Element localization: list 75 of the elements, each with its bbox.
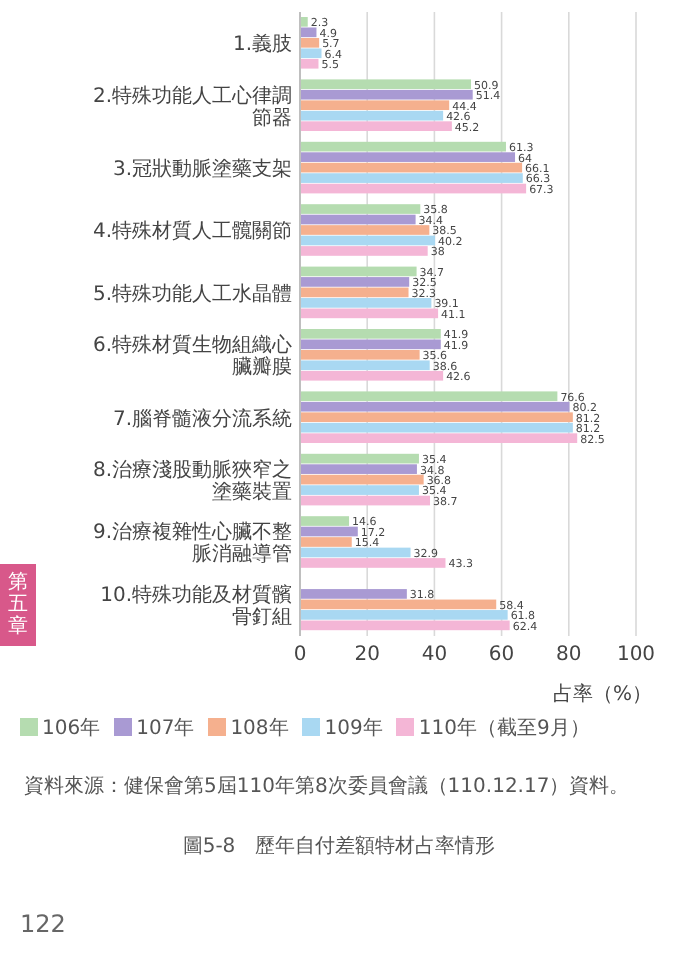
x-tick-label: 40: [421, 644, 448, 666]
text: 122: [20, 910, 66, 938]
text: 圖5-8 歷年自付差額特材占率情形: [180, 833, 498, 860]
bar: [300, 152, 516, 162]
y-tick-label: 4.特殊材質人工髖關節: [92, 219, 292, 244]
bar: [300, 391, 558, 402]
bar: [300, 329, 441, 339]
bar: [300, 412, 573, 423]
bar: [300, 349, 420, 360]
bar: [300, 214, 416, 225]
bar: [300, 526, 358, 537]
bar: [300, 79, 472, 90]
bar: [300, 235, 436, 246]
bar: [300, 246, 428, 256]
bar: [300, 401, 570, 412]
bar: [300, 485, 419, 495]
bar: [300, 620, 510, 631]
bar: [300, 308, 439, 319]
y-tick-label: 3.冠狀動脈塗藥支架: [112, 157, 292, 181]
bar: [300, 453, 419, 464]
bar: [300, 37, 320, 48]
legend-label: 107年: [134, 716, 195, 742]
bar: [300, 48, 322, 59]
bar: [300, 464, 417, 474]
bar: [300, 266, 417, 277]
bar: [300, 610, 508, 620]
x-tick-label: 80: [556, 644, 582, 666]
bar: [300, 516, 350, 526]
y-tick-label: 6.特殊材質生物組織心臟瓣膜: [92, 333, 292, 380]
bar: [300, 58, 319, 69]
x-tick-label: 0: [293, 644, 307, 666]
bar: [300, 183, 527, 194]
bar: [300, 100, 450, 111]
bar: [300, 173, 523, 183]
bar: [300, 27, 317, 38]
legend-label: 108年: [228, 716, 289, 742]
bar: [300, 433, 578, 443]
y-tick-label: 5.特殊功能人工水晶體: [92, 281, 292, 306]
x-tick-label: 100: [616, 644, 656, 666]
bar: [300, 298, 432, 308]
y-tick-label: 8.治療淺股動脈狹窄之塗藥裝置: [92, 458, 292, 504]
source-note: 資料來源：健保會第5屆110年第8次委員會議（110.12.17）資料。: [24, 776, 632, 800]
legend-label: 106年: [40, 716, 101, 742]
bar: [300, 360, 430, 371]
bar: [300, 89, 473, 100]
y-tick-label: 10.特殊功能及材質髕骨釘組: [100, 582, 292, 629]
bar: [300, 121, 452, 131]
bar: [300, 17, 308, 27]
bar: [300, 204, 421, 214]
bar: [300, 599, 497, 610]
bar: [300, 141, 506, 152]
legend-label: 110年（截至9月）: [416, 716, 590, 742]
bar: [300, 474, 424, 485]
bar: [300, 547, 411, 558]
bar: [300, 495, 431, 506]
bar: [300, 339, 441, 350]
y-tick-label: 9.治療複雜性心臟不整脈消融導管: [92, 520, 292, 567]
x-tick-label: 60: [488, 644, 515, 666]
bar: [300, 277, 410, 287]
bar: [300, 537, 352, 547]
bar: [300, 162, 523, 173]
bar: [300, 370, 444, 381]
x-axis-title: 占率（%）: [552, 682, 652, 706]
bar: [300, 589, 407, 599]
bar: [300, 287, 409, 298]
y-tick-label: 1.義肢: [232, 32, 292, 57]
y-tick-label: 2.特殊功能人工心律調節器: [92, 83, 292, 130]
x-tick-label: 20: [354, 644, 380, 666]
legend-label: 109年: [322, 716, 383, 742]
chapter-tab: 第五章: [0, 564, 36, 646]
y-tick-label: 7.腦脊髓液分流系統: [112, 406, 292, 431]
bar: [300, 558, 446, 568]
bar: [300, 110, 444, 121]
bar: [300, 422, 573, 433]
bar: [300, 225, 430, 235]
